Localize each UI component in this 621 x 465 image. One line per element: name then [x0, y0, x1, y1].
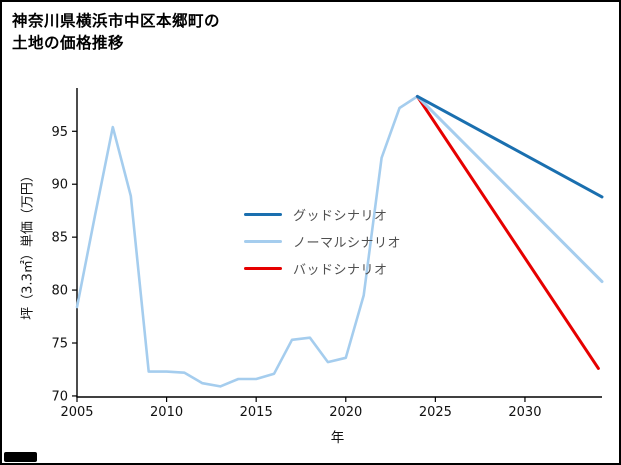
chart-title-line2: 土地の価格推移 [12, 34, 125, 53]
legend-label-normal: ノーマルシナリオ [293, 236, 402, 251]
legend: グッドシナリオ ノーマルシナリオ バッドシナリオ [244, 206, 402, 278]
watermark-badge [4, 452, 37, 462]
svg-text:80: 80 [51, 284, 68, 299]
svg-text:2010: 2010 [150, 405, 183, 420]
legend-label-good: グッドシナリオ [293, 209, 388, 224]
chart-title-line1: 神奈川県横浜市中区本郷町の [12, 12, 221, 30]
bad-scenario-line-swatch [244, 267, 282, 270]
svg-text:75: 75 [51, 337, 68, 352]
legend-label-bad: バッドシナリオ [293, 263, 388, 278]
good-scenario-line-swatch [244, 213, 282, 216]
svg-text:70: 70 [51, 389, 68, 404]
svg-text:85: 85 [51, 231, 68, 246]
svg-text:2020: 2020 [329, 405, 362, 420]
chart-title: 神奈川県横浜市中区本郷町の 土地の価格推移 [12, 10, 220, 55]
svg-text:2030: 2030 [508, 405, 541, 420]
svg-text:90: 90 [51, 178, 68, 193]
svg-text:2015: 2015 [240, 405, 273, 420]
normal-scenario-line-swatch [244, 240, 282, 243]
svg-text:2025: 2025 [419, 405, 452, 420]
legend-item-normal: ノーマルシナリオ [244, 233, 402, 251]
svg-text:95: 95 [51, 125, 68, 140]
x-axis-label: 年 [330, 430, 345, 446]
svg-text:2005: 2005 [60, 405, 93, 420]
legend-item-good: グッドシナリオ [244, 206, 401, 224]
legend-item-bad: バッドシナリオ [244, 260, 401, 278]
